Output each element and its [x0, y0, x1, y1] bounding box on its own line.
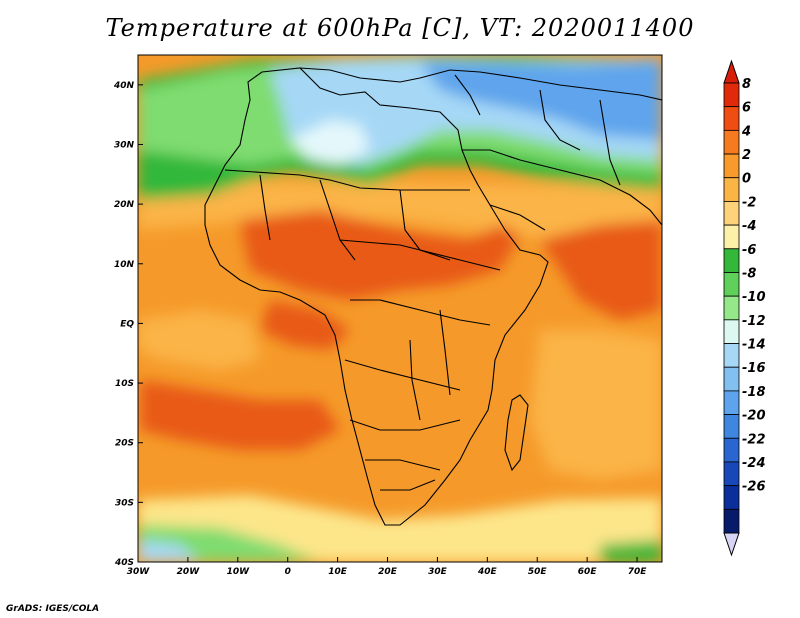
colorbar-label: -12 [742, 314, 766, 329]
colorbar-swatch [723, 224, 740, 250]
colorbar-label: -22 [742, 432, 766, 447]
colorbar-swatch [723, 461, 740, 487]
x-tick-label: 50E [528, 567, 548, 577]
colorbar-label: -2 [742, 195, 756, 210]
colorbar-label: -14 [742, 338, 766, 353]
grads-credit: GrADS: IGES/COLA [6, 604, 100, 614]
colorbar-label: 8 [742, 77, 751, 92]
x-tick-label: 0 [285, 567, 291, 577]
y-axis: 40N 30N 20N 10N EQ 10S 20S 30S 40S [113, 81, 143, 568]
colorbar-label: 4 [741, 124, 751, 139]
colorbar-label: -26 [742, 480, 766, 495]
colorbar-label: -24 [742, 456, 766, 471]
colorbar-swatch [723, 82, 740, 108]
x-tick-label: 10W [227, 567, 251, 577]
map-frame [137, 54, 663, 563]
colorbar-swatch [723, 201, 740, 226]
x-axis: 30W 20W 10W 0 10E 20E 30E 40E 50E 60E 70E [127, 557, 647, 577]
y-tick-label: 10N [114, 260, 135, 270]
colorbar-swatch [723, 153, 740, 179]
colorbar-swatch [723, 366, 740, 392]
coastline [204, 67, 662, 526]
colorbar-label: -6 [742, 243, 756, 258]
y-tick-label: 30S [115, 498, 134, 508]
colorbar-swatch [723, 295, 740, 321]
y-tick-label: 10S [115, 379, 134, 389]
colorbar-label: -20 [742, 409, 766, 424]
x-tick-label: 10E [328, 567, 348, 577]
colorbar-label: 6 [742, 101, 751, 116]
x-tick-label: 60E [578, 567, 598, 577]
colorbar-swatch [723, 177, 740, 202]
colorbar-swatch [723, 106, 740, 131]
x-tick-label: 20E [378, 567, 398, 577]
colorbar-label: -16 [742, 361, 766, 376]
colorbar-swatch [723, 437, 740, 463]
colorbar-swatch [723, 248, 740, 273]
map-title: Temperature at 600hPa [C], VT: 202001140… [105, 14, 695, 42]
colorbar-swatch [723, 319, 740, 344]
colorbar-label: 2 [742, 148, 751, 163]
colorbar-swatch [723, 390, 740, 415]
colorbar-swatch [723, 343, 740, 368]
temperature-field [138, 55, 662, 562]
colorbar-swatch [723, 485, 740, 510]
colorbar-label: -18 [742, 385, 766, 400]
colorbar-label: 0 [742, 172, 751, 187]
colorbar-swatch [723, 508, 740, 534]
x-tick-label: 20W [177, 567, 201, 577]
x-tick-label: 30W [127, 567, 151, 577]
x-tick-label: 40E [477, 567, 498, 577]
y-tick-label: 20S [115, 439, 134, 449]
colorbar: 8 6 4 2 0 -2 -4 -6 -8 -10 -12 -14 -16 -18 -20 -22 -24 -26 [723, 59, 766, 557]
y-tick-label: 40N [113, 81, 135, 91]
y-tick-label: EQ [120, 319, 134, 329]
colorbar-arrow-top [723, 59, 740, 84]
colorbar-label: -10 [742, 290, 766, 305]
colorbar-swatch [723, 129, 740, 155]
y-tick-label: 30N [114, 140, 135, 150]
y-tick-label: 40S [114, 558, 134, 568]
colorbar-arrow-bottom [723, 532, 740, 557]
x-tick-label: 70E [628, 567, 648, 577]
colorbar-swatch [723, 414, 740, 439]
colorbar-label: -4 [742, 219, 756, 234]
colorbar-swatch [723, 272, 740, 297]
colorbar-label: -8 [742, 266, 756, 281]
x-tick-label: 30E [428, 567, 448, 577]
y-tick-label: 20N [114, 200, 135, 210]
